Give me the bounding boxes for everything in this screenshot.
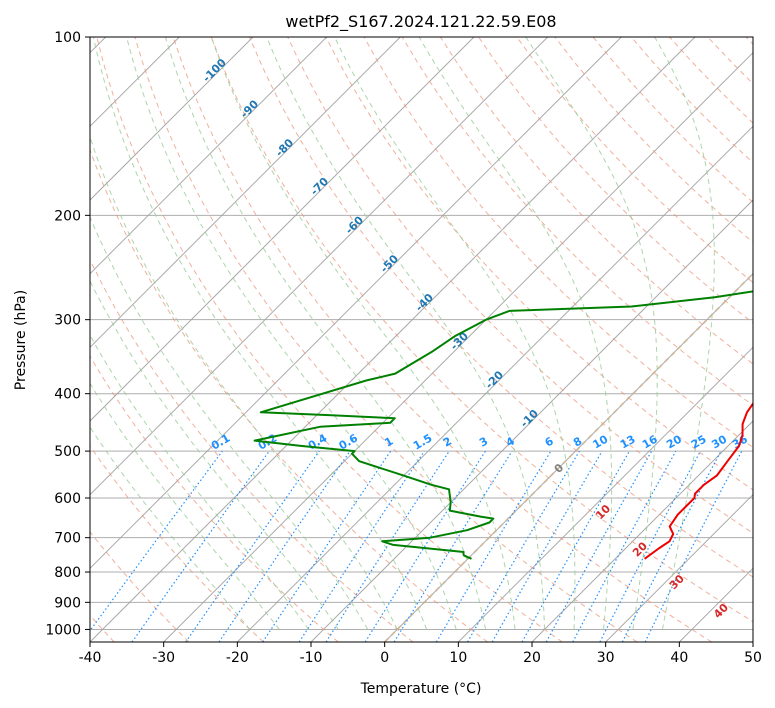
mixing-ratio-line	[325, 450, 450, 642]
isotherm-line	[90, 37, 254, 201]
moist-adiabat-line	[164, 37, 487, 630]
dry-adiabat-line	[439, 37, 753, 365]
freezing-line	[383, 272, 753, 642]
isotherm-line	[90, 37, 328, 275]
chart-title: wetPf2_S167.2024.121.22.59.E08	[285, 12, 556, 32]
moist-adiabat-line	[418, 37, 613, 630]
isotherm-line	[90, 37, 696, 642]
dry-adiabat-line	[90, 445, 264, 642]
moist-adiabat-line	[654, 37, 715, 630]
x-tick-label: 20	[523, 650, 541, 666]
moist-adiabat-line	[90, 135, 398, 630]
moist-adiabat-line	[90, 382, 280, 630]
isotherm-line	[236, 125, 753, 642]
moist-adiabat-line	[525, 37, 658, 630]
isotherm-line	[752, 641, 753, 642]
y-tick-label: 700	[54, 531, 81, 547]
y-axis-label: Pressure (hPa)	[13, 290, 29, 390]
moist-adiabat-line	[126, 37, 457, 630]
isotherm-line	[457, 346, 753, 642]
dry-adiabat-line	[90, 148, 488, 642]
mixing-ratio-line	[90, 450, 223, 632]
isotherm-line	[163, 51, 753, 642]
mixing-ratio-line	[545, 450, 653, 642]
moist-adiabat-line	[90, 215, 369, 630]
isotherm-line	[90, 37, 549, 496]
isotherm-line	[531, 420, 753, 642]
isotherm-line	[90, 37, 475, 422]
mixing-ratio-line	[262, 450, 392, 642]
isotherm-line	[605, 493, 753, 642]
plot-background	[90, 37, 753, 642]
dry-adiabat-line	[96, 37, 563, 642]
dry-adiabat-line	[249, 37, 753, 578]
x-tick-label: 40	[670, 650, 688, 666]
mixing-ratio-line	[521, 450, 631, 642]
x-tick-label: -10	[300, 650, 323, 666]
y-tick-label: 200	[54, 208, 81, 224]
mixing-ratio-line	[572, 450, 677, 642]
y-tick-label: 800	[54, 565, 81, 581]
dry-adiabat-line	[90, 258, 414, 642]
moist-adiabat-line	[90, 426, 251, 630]
dry-adiabat-line	[90, 355, 339, 642]
isotherm-line	[310, 199, 753, 642]
x-tick-label: 50	[744, 650, 762, 666]
dry-adiabat-line	[516, 37, 753, 284]
isotherm-line	[90, 37, 401, 349]
y-tick-label: 100	[54, 30, 81, 46]
isotherm-line	[90, 37, 622, 570]
x-axis-label: Temperature (°C)	[360, 681, 482, 697]
y-tick-label: 300	[54, 313, 81, 329]
mixing-ratio-line	[131, 450, 270, 642]
dry-adiabat-line	[401, 37, 753, 406]
dry-adiabat-line	[172, 37, 712, 642]
x-tick-label: -30	[152, 650, 175, 666]
moist-adiabat-line	[266, 37, 546, 630]
moist-adiabat-line	[334, 37, 576, 630]
x-tick-label: 0	[380, 650, 389, 666]
mixing-ratio-line	[218, 450, 351, 642]
mixing-ratio-line	[644, 450, 743, 642]
dry-adiabat-line	[134, 37, 638, 642]
x-tick-label: -40	[79, 650, 102, 666]
mixing-ratio-line	[185, 450, 320, 642]
y-tick-label: 400	[54, 387, 81, 403]
x-tick-label: 30	[597, 650, 615, 666]
plot-frame	[89, 36, 754, 643]
dry-adiabat-line	[90, 531, 190, 642]
temperature-profile-line	[644, 401, 753, 560]
y-tick-label: 1000	[45, 622, 81, 638]
y-tick-label: 900	[54, 595, 81, 611]
dry-adiabat-line	[210, 37, 753, 623]
moist-adiabat-line	[92, 37, 428, 630]
dewpoint-profile-line	[253, 290, 753, 560]
x-tick-label: -20	[226, 650, 249, 666]
y-tick-label: 600	[54, 491, 81, 507]
dry-adiabat-line	[287, 37, 753, 534]
x-tick-label: 10	[449, 650, 467, 666]
mixing-ratio-line	[393, 450, 513, 642]
mixing-ratio-line	[298, 450, 425, 642]
y-tick-label: 500	[54, 444, 81, 460]
